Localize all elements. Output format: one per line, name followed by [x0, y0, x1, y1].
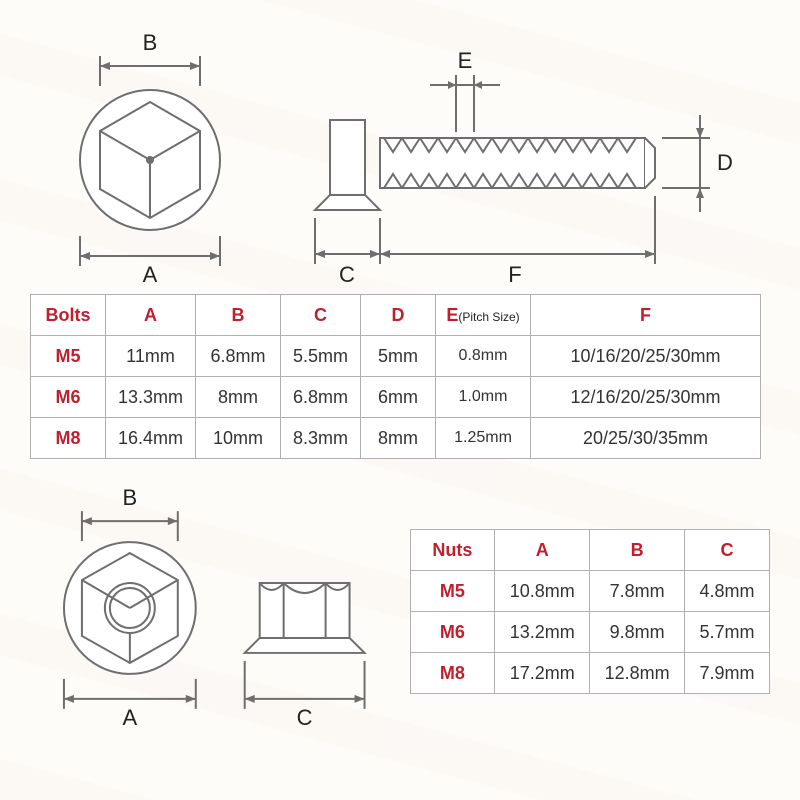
svg-text:E: E: [458, 48, 473, 73]
dim-D-bolt: D: [662, 115, 733, 212]
bolt-sideview: E D C F: [315, 48, 733, 287]
nut-sideview: C: [245, 583, 365, 730]
label-B: B: [143, 30, 158, 55]
dim-E-bolt: E: [430, 48, 500, 132]
dim-C-bolt: C: [315, 218, 380, 287]
bolts-table: BoltsABCDE(Pitch Size)FM511mm6.8mm5.5mm5…: [30, 294, 761, 459]
svg-text:C: C: [297, 705, 313, 730]
svg-text:A: A: [123, 705, 138, 730]
svg-text:C: C: [339, 262, 355, 287]
nut-diagrams: B A C: [30, 483, 390, 733]
label-A: A: [143, 262, 158, 287]
svg-text:B: B: [123, 485, 138, 510]
svg-text:D: D: [717, 150, 733, 175]
bolt-head-topview: [80, 90, 220, 230]
dim-B-bolt: B: [100, 30, 200, 86]
dim-A-bolt: A: [80, 236, 220, 287]
bolt-diagrams: B A E: [30, 20, 770, 290]
dim-F-bolt: F: [380, 196, 655, 287]
svg-text:F: F: [508, 262, 521, 287]
nuts-table: NutsABCM510.8mm7.8mm4.8mmM613.2mm9.8mm5.…: [410, 529, 771, 694]
nut-topview: [64, 542, 196, 674]
